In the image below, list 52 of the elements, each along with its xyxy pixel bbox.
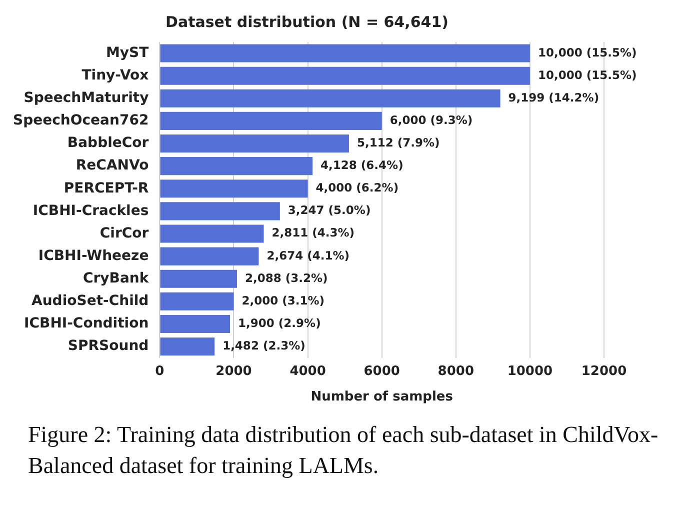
x-tick-label: 8000 (438, 364, 474, 379)
x-tick-label: 12000 (581, 364, 627, 379)
data-label: 3,247 (5.0%) (288, 203, 371, 218)
y-tick-label: ReCANVo (76, 158, 150, 174)
x-tick-label: 2000 (216, 364, 252, 379)
data-label: 2,674 (4.1%) (266, 248, 350, 262)
x-tick-label: 4000 (290, 364, 326, 379)
x-tick-label: 10000 (507, 364, 553, 379)
x-axis-title: Number of samples (310, 390, 454, 405)
y-tick-label: CirCor (100, 225, 149, 242)
y-tick-label: ICBHI-Crackles (32, 202, 149, 219)
bar (160, 89, 500, 108)
bar (160, 180, 308, 198)
chart-title: Dataset distribution (N = 64,641) (166, 12, 448, 31)
data-label: 1,482 (2.3%) (222, 338, 306, 353)
data-label: 4,000 (6.2%) (316, 180, 399, 195)
data-label: 2,088 (3.2%) (245, 270, 328, 285)
y-tick-label: BabbleCor (67, 135, 149, 152)
bar (160, 338, 215, 356)
bar (160, 44, 530, 62)
data-label: 6,000 (9.3%) (390, 112, 473, 127)
y-tick-label: SpeechMaturity (24, 90, 149, 106)
bar (160, 112, 382, 130)
y-tick-label: CryBank (82, 270, 150, 286)
data-label: 2,811 (4.3%) (272, 226, 355, 240)
bar (160, 292, 234, 310)
data-label: 1,900 (2.9%) (238, 316, 321, 330)
bar (160, 157, 313, 176)
y-tick-label: ICBHI-Condition (24, 316, 149, 332)
caption: Figure 2: Training data distribution of each sub-dataset in ChildVox-Balanced dataset for training LALMs. (28, 421, 660, 480)
data-label: 9,199 (14.2%) (508, 90, 600, 104)
y-tick-label: MyST (106, 44, 150, 61)
bar (160, 247, 259, 266)
bar (160, 134, 349, 153)
y-tick-label: AudioSet-Child (32, 293, 149, 310)
y-tick-label: ICBHI-Wheeze (38, 248, 149, 264)
x-tick-label: 6000 (364, 364, 400, 379)
x-tick-label: 0 (155, 364, 164, 379)
y-tick-label: SpeechOcean762 (12, 112, 149, 129)
data-label: 4,128 (6.4%) (320, 158, 404, 172)
data-label: 2,000 (3.1%) (242, 293, 325, 308)
y-tick-label: Tiny-Vox (82, 67, 149, 84)
data-label: 5,112 (7.9%) (356, 135, 440, 150)
data-label: 10,000 (15.5%) (538, 45, 637, 60)
data-label: 10,000 (15.5%) (538, 68, 637, 82)
bar (160, 314, 230, 333)
bar (160, 66, 530, 85)
bar (160, 224, 264, 243)
bar (160, 270, 238, 288)
y-tick-label: PERCEPT-R (64, 180, 149, 196)
y-tick-label: SPRSound (68, 338, 149, 354)
bar (160, 202, 280, 220)
